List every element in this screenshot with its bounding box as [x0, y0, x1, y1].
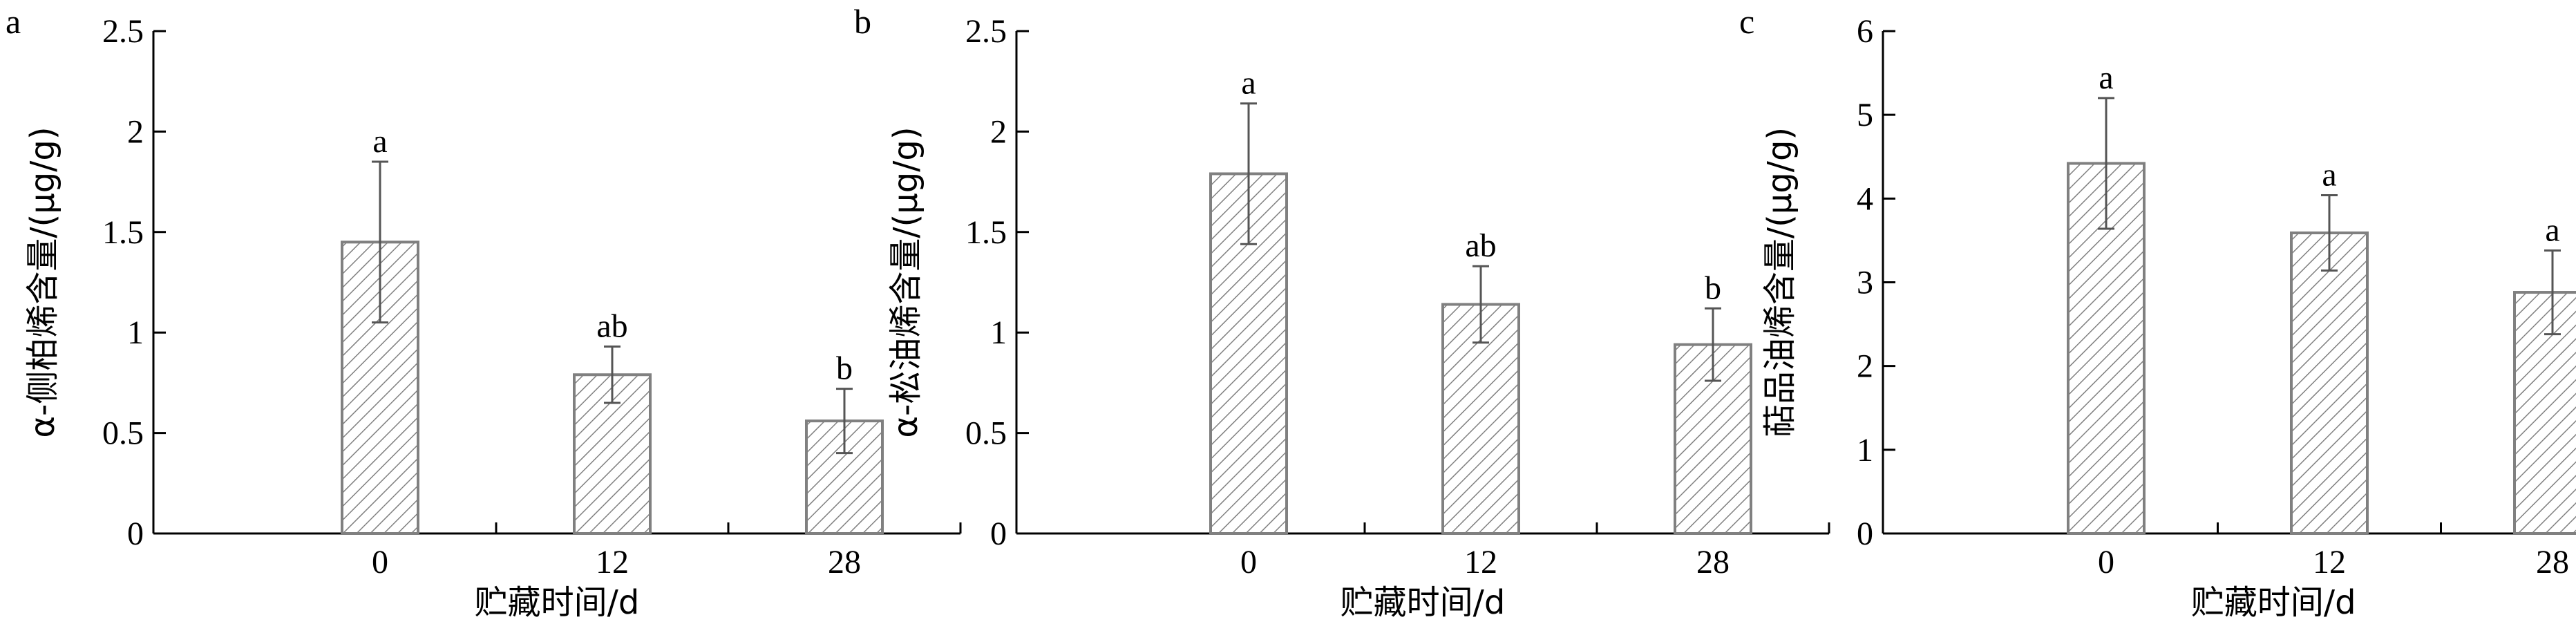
y-axis-title: α-侧柏烯含量/(μg/g)	[23, 126, 62, 437]
panel-label: b	[854, 2, 871, 41]
y-tick-label: 1	[1857, 432, 1873, 469]
y-tick-label: 4	[1857, 180, 1873, 217]
y-tick-label: 0.5	[102, 415, 144, 452]
bar-28	[2513, 291, 2576, 535]
x-tick-label: 0	[372, 544, 388, 580]
y-tick-label: 6	[1857, 13, 1873, 50]
y-tick-label: 1.5	[965, 214, 1007, 251]
y-tick-label: 1	[990, 314, 1007, 351]
y-tick-label: 1.5	[102, 214, 144, 251]
y-axis-title: α-松油烯含量/(μg/g)	[887, 126, 925, 437]
significance-label: a	[2322, 156, 2336, 193]
y-tick-label: 0.5	[965, 415, 1007, 452]
y-tick-label: 2.5	[965, 13, 1007, 50]
x-tick-label: 28	[1696, 544, 1730, 580]
x-tick-label: 12	[1464, 544, 1497, 580]
y-axis-title: 萜品油烯含量/(μg/g)	[1761, 127, 1799, 437]
x-tick-label: 12	[2313, 544, 2346, 580]
y-tick-label: 0	[127, 516, 144, 552]
y-tick-label: 2	[1857, 348, 1873, 385]
significance-label: a	[2545, 211, 2559, 248]
panel-label: c	[1739, 2, 1754, 41]
significance-label: ab	[596, 308, 627, 345]
y-tick-label: 2	[990, 113, 1007, 150]
chart-panel-b: 0 0.5 1 1.5 2 2.5 a 0 ab 12 b 28 贮藏时间/d α-松油烯含量/(μg/g…	[854, 2, 1830, 622]
significance-label: a	[1241, 65, 1256, 102]
x-tick-label: 12	[596, 544, 629, 580]
y-tick-label: 2	[127, 113, 144, 150]
panel-label: a	[6, 2, 21, 41]
x-tick-label: 28	[828, 544, 861, 580]
y-tick-label: 0	[1857, 516, 1873, 552]
x-axis-title: 贮藏时间/d	[475, 583, 640, 622]
x-axis-title: 贮藏时间/d	[2191, 583, 2356, 622]
significance-label: b	[836, 350, 853, 387]
x-axis-title: 贮藏时间/d	[1341, 583, 1506, 622]
significance-label: a	[372, 123, 387, 160]
y-tick-label: 5	[1857, 97, 1873, 133]
x-tick-label: 0	[2098, 544, 2114, 580]
chart-panel-a: 00.511.522.5a0ab12b28贮藏时间/dα-侧柏烯含量/(μg/g…	[6, 2, 962, 622]
significance-label: ab	[1465, 227, 1496, 264]
significance-label: a	[2099, 59, 2113, 96]
bar-12	[2290, 231, 2369, 535]
x-tick-label: 0	[1240, 544, 1257, 580]
y-tick-label: 3	[1857, 265, 1873, 301]
y-tick-label: 0	[990, 516, 1007, 552]
y-tick-label: 1	[127, 314, 144, 351]
significance-label: b	[1705, 270, 1721, 306]
x-tick-label: 28	[2536, 544, 2569, 580]
y-tick-label: 2.5	[102, 13, 144, 50]
